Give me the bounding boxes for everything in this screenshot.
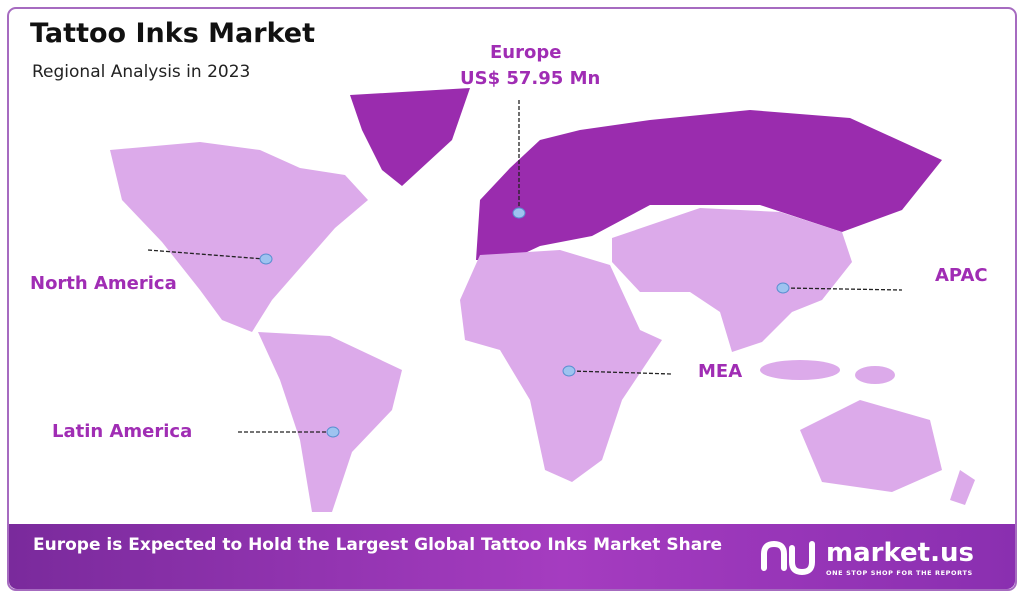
leader-line (147, 249, 265, 260)
africa (460, 250, 662, 482)
greenland (350, 88, 470, 186)
region-label: Europe (490, 42, 562, 63)
region-label: North America (30, 273, 177, 294)
footer-banner (9, 524, 1015, 589)
asia (612, 208, 852, 352)
logo-mark (761, 540, 815, 576)
new-guinea (855, 366, 895, 384)
footer-headline: Europe is Expected to Hold the Largest G… (33, 535, 723, 555)
marker (512, 207, 526, 219)
logo: market.us (826, 538, 974, 568)
latin-america (258, 332, 402, 512)
indonesia (760, 360, 840, 380)
region-label: Latin America (52, 421, 193, 442)
subtitle: Regional Analysis in 2023 (32, 62, 251, 82)
region-value: US$ 57.95 Mn (460, 68, 601, 89)
region-label: MEA (698, 361, 743, 382)
marker (776, 282, 790, 294)
new-zealand (950, 470, 975, 505)
region-label: APAC (935, 265, 988, 286)
leader-line (784, 287, 903, 291)
marker (562, 365, 576, 377)
tagline: ONE STOP SHOP FOR THE REPORTS (826, 569, 973, 577)
leader-line (570, 370, 673, 375)
title: Tattoo Inks Market (30, 18, 316, 49)
leaders (147, 100, 903, 433)
markers (259, 207, 790, 438)
marker (326, 426, 340, 438)
logo-icon (761, 540, 815, 576)
marker (259, 253, 273, 265)
north-america (110, 142, 368, 332)
australia (800, 400, 942, 492)
europe-russia (476, 110, 942, 260)
continents (110, 88, 975, 512)
